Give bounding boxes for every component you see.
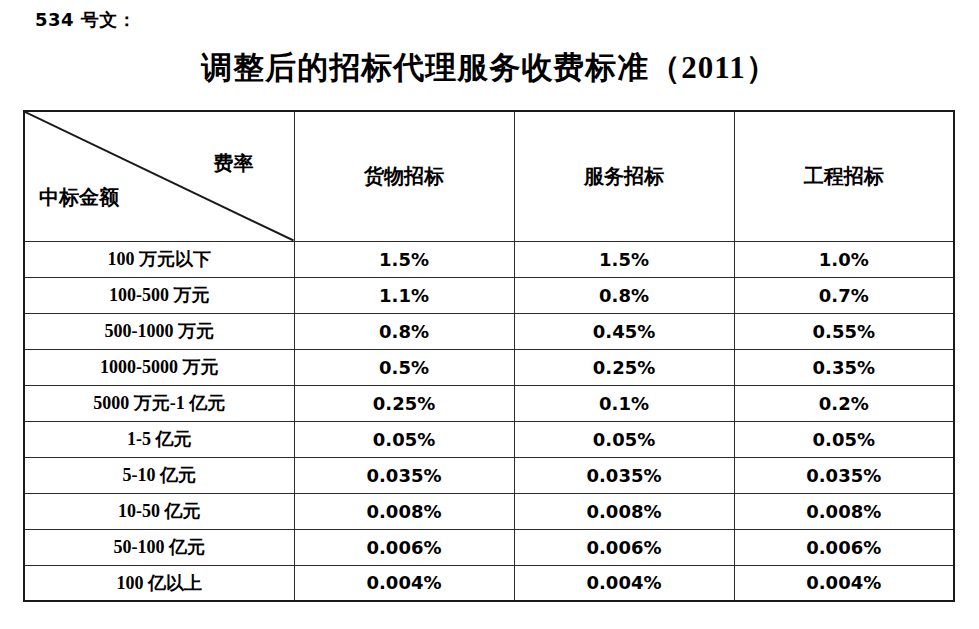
rate-cell: 0.8% — [514, 277, 734, 313]
rate-cell: 0.035% — [514, 457, 734, 493]
rate-cell: 0.006% — [294, 529, 514, 565]
corner-label-rate: 费率 — [214, 150, 254, 177]
rate-cell: 0.1% — [514, 385, 734, 421]
rate-cell: 0.05% — [294, 421, 514, 457]
table-row: 50-100 亿元 0.006% 0.006% 0.006% — [24, 529, 954, 565]
column-header-goods: 货物招标 — [294, 111, 514, 241]
document-page: 534 号文： 调整后的招标代理服务收费标准（2011） 费率 中标金额 货物招… — [0, 0, 979, 629]
row-label: 5000 万元-1 亿元 — [24, 385, 294, 421]
rate-cell: 1.5% — [514, 241, 734, 277]
rate-cell: 0.7% — [734, 277, 954, 313]
rate-cell: 0.006% — [514, 529, 734, 565]
fee-table: 费率 中标金额 货物招标 服务招标 工程招标 100 万元以下 1.5% 1.5… — [23, 110, 955, 602]
column-header-engineering: 工程招标 — [734, 111, 954, 241]
row-label: 50-100 亿元 — [24, 529, 294, 565]
rate-cell: 1.0% — [734, 241, 954, 277]
row-label: 500-1000 万元 — [24, 313, 294, 349]
rate-cell: 0.008% — [294, 493, 514, 529]
rate-cell: 0.008% — [734, 493, 954, 529]
doc-number-label: 534 号文： — [35, 8, 136, 32]
rate-cell: 0.2% — [734, 385, 954, 421]
rate-cell: 0.5% — [294, 349, 514, 385]
rate-cell: 0.35% — [734, 349, 954, 385]
rate-cell: 0.008% — [514, 493, 734, 529]
rate-cell: 0.006% — [734, 529, 954, 565]
table-row: 5000 万元-1 亿元 0.25% 0.1% 0.2% — [24, 385, 954, 421]
table-row: 10-50 亿元 0.008% 0.008% 0.008% — [24, 493, 954, 529]
rate-cell: 0.25% — [514, 349, 734, 385]
table-row: 1-5 亿元 0.05% 0.05% 0.05% — [24, 421, 954, 457]
rate-cell: 0.8% — [294, 313, 514, 349]
page-title: 调整后的招标代理服务收费标准（2011） — [0, 47, 979, 89]
rate-cell: 0.25% — [294, 385, 514, 421]
row-label: 1-5 亿元 — [24, 421, 294, 457]
table-row: 100 万元以下 1.5% 1.5% 1.0% — [24, 241, 954, 277]
row-label: 100 亿以上 — [24, 565, 294, 601]
table-row: 100-500 万元 1.1% 0.8% 0.7% — [24, 277, 954, 313]
table-row: 5-10 亿元 0.035% 0.035% 0.035% — [24, 457, 954, 493]
row-label: 1000-5000 万元 — [24, 349, 294, 385]
table-row: 1000-5000 万元 0.5% 0.25% 0.35% — [24, 349, 954, 385]
row-label: 10-50 亿元 — [24, 493, 294, 529]
table-row: 500-1000 万元 0.8% 0.45% 0.55% — [24, 313, 954, 349]
rate-cell: 0.05% — [734, 421, 954, 457]
rate-cell: 0.004% — [734, 565, 954, 601]
row-label: 100 万元以下 — [24, 241, 294, 277]
rate-cell: 0.035% — [734, 457, 954, 493]
rate-cell: 1.1% — [294, 277, 514, 313]
table-row: 100 亿以上 0.004% 0.004% 0.004% — [24, 565, 954, 601]
rate-cell: 0.004% — [514, 565, 734, 601]
corner-header-cell: 费率 中标金额 — [24, 111, 294, 241]
row-label: 5-10 亿元 — [24, 457, 294, 493]
rate-cell: 0.05% — [514, 421, 734, 457]
rate-cell: 1.5% — [294, 241, 514, 277]
rate-cell: 0.45% — [514, 313, 734, 349]
corner-label-amount: 中标金额 — [39, 184, 119, 211]
column-header-service: 服务招标 — [514, 111, 734, 241]
table-header-row: 费率 中标金额 货物招标 服务招标 工程招标 — [24, 111, 954, 241]
row-label: 100-500 万元 — [24, 277, 294, 313]
rate-cell: 0.55% — [734, 313, 954, 349]
rate-cell: 0.035% — [294, 457, 514, 493]
rate-cell: 0.004% — [294, 565, 514, 601]
